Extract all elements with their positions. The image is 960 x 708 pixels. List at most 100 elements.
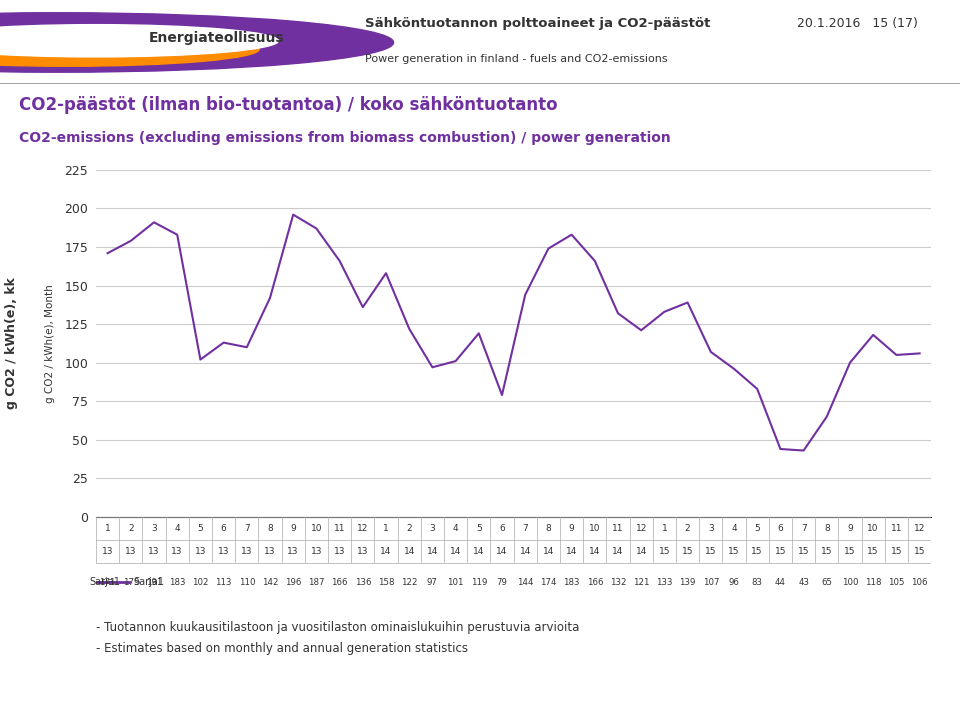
Text: 142: 142 — [262, 578, 278, 587]
Text: 44: 44 — [775, 578, 786, 587]
Text: 1: 1 — [383, 524, 389, 533]
Text: 8: 8 — [545, 524, 551, 533]
Text: 158: 158 — [377, 578, 395, 587]
Text: 8: 8 — [824, 524, 829, 533]
Text: 106: 106 — [911, 578, 928, 587]
Text: 6: 6 — [499, 524, 505, 533]
Text: 2: 2 — [684, 524, 690, 533]
Text: 14: 14 — [426, 547, 438, 556]
Text: 174: 174 — [540, 578, 557, 587]
Text: 13: 13 — [357, 547, 369, 556]
Text: 13: 13 — [311, 547, 323, 556]
Text: 122: 122 — [401, 578, 418, 587]
Text: 7: 7 — [522, 524, 528, 533]
Text: 14: 14 — [380, 547, 392, 556]
Text: 12: 12 — [636, 524, 647, 533]
Text: 13: 13 — [334, 547, 346, 556]
Text: 183: 183 — [169, 578, 185, 587]
Text: 107: 107 — [703, 578, 719, 587]
Circle shape — [0, 13, 394, 72]
Text: 100: 100 — [842, 578, 858, 587]
Text: 166: 166 — [331, 578, 348, 587]
Text: 11: 11 — [891, 524, 902, 533]
Text: - Estimates based on monthly and annual generation statistics: - Estimates based on monthly and annual … — [96, 642, 468, 655]
Text: - Tuotannon kuukausitilastoon ja vuositilaston ominaislukuihin perustuvia arvioi: - Tuotannon kuukausitilastoon ja vuositi… — [96, 621, 580, 634]
Text: 43: 43 — [798, 578, 809, 587]
Text: 187: 187 — [308, 578, 324, 587]
Text: 11: 11 — [334, 524, 346, 533]
Text: 15: 15 — [705, 547, 716, 556]
Text: 13: 13 — [218, 547, 229, 556]
Text: 139: 139 — [680, 578, 696, 587]
Text: 6: 6 — [778, 524, 783, 533]
Text: 12: 12 — [914, 524, 925, 533]
Text: 4: 4 — [732, 524, 737, 533]
Text: 9: 9 — [290, 524, 296, 533]
Text: 179: 179 — [123, 578, 139, 587]
Text: 121: 121 — [633, 578, 650, 587]
Text: 15: 15 — [729, 547, 740, 556]
Text: 105: 105 — [888, 578, 904, 587]
Text: 13: 13 — [125, 547, 136, 556]
Text: Power generation in finland - fuels and CO2-emissions: Power generation in finland - fuels and … — [365, 55, 667, 64]
Text: 14: 14 — [450, 547, 462, 556]
Text: 6: 6 — [221, 524, 227, 533]
Text: 7: 7 — [801, 524, 806, 533]
Circle shape — [0, 33, 259, 67]
Text: Energiateollisuus: Energiateollisuus — [149, 31, 284, 45]
Text: 132: 132 — [610, 578, 626, 587]
Text: 14: 14 — [612, 547, 624, 556]
Text: 5: 5 — [198, 524, 204, 533]
Text: 166: 166 — [587, 578, 603, 587]
Text: 5: 5 — [476, 524, 482, 533]
Text: 15: 15 — [891, 547, 902, 556]
Text: 13: 13 — [195, 547, 206, 556]
Text: 13: 13 — [172, 547, 183, 556]
Text: 102: 102 — [192, 578, 208, 587]
Text: 15: 15 — [659, 547, 670, 556]
Text: 110: 110 — [238, 578, 255, 587]
Text: 196: 196 — [285, 578, 301, 587]
Text: 97: 97 — [427, 578, 438, 587]
Text: 136: 136 — [354, 578, 372, 587]
Text: 15: 15 — [775, 547, 786, 556]
Text: 1: 1 — [105, 524, 110, 533]
Text: 118: 118 — [865, 578, 881, 587]
Text: 9: 9 — [568, 524, 574, 533]
Text: 191: 191 — [146, 578, 162, 587]
Text: 15: 15 — [844, 547, 855, 556]
Text: 3: 3 — [429, 524, 435, 533]
Text: 15: 15 — [798, 547, 809, 556]
Text: 4: 4 — [453, 524, 459, 533]
Text: 14: 14 — [636, 547, 647, 556]
Text: 4: 4 — [175, 524, 180, 533]
Text: 13: 13 — [102, 547, 113, 556]
Text: 14: 14 — [403, 547, 415, 556]
Text: 119: 119 — [470, 578, 487, 587]
Text: Sähköntuotannon polttoaineet ja CO2-päästöt: Sähköntuotannon polttoaineet ja CO2-pääs… — [365, 17, 710, 30]
Text: 11: 11 — [612, 524, 624, 533]
Text: 9: 9 — [847, 524, 852, 533]
Text: g CO2 / kWh(e), Month: g CO2 / kWh(e), Month — [45, 284, 55, 403]
Text: 8: 8 — [267, 524, 273, 533]
Text: 12: 12 — [357, 524, 369, 533]
Text: 83: 83 — [752, 578, 762, 587]
Text: 2: 2 — [128, 524, 133, 533]
Text: 14: 14 — [565, 547, 577, 556]
Text: Sarja1: Sarja1 — [89, 577, 120, 588]
Text: 101: 101 — [447, 578, 464, 587]
Text: 113: 113 — [215, 578, 232, 587]
Text: 13: 13 — [148, 547, 159, 556]
Text: 10: 10 — [311, 524, 323, 533]
Text: 171: 171 — [99, 578, 116, 587]
Text: 3: 3 — [708, 524, 713, 533]
Text: Sarja1: Sarja1 — [133, 577, 164, 588]
Text: 15: 15 — [752, 547, 763, 556]
Text: 133: 133 — [656, 578, 673, 587]
Text: 2: 2 — [406, 524, 412, 533]
Text: 14: 14 — [589, 547, 601, 556]
Text: 65: 65 — [822, 578, 832, 587]
Text: 5: 5 — [755, 524, 760, 533]
Text: 96: 96 — [729, 578, 739, 587]
Text: 144: 144 — [516, 578, 534, 587]
